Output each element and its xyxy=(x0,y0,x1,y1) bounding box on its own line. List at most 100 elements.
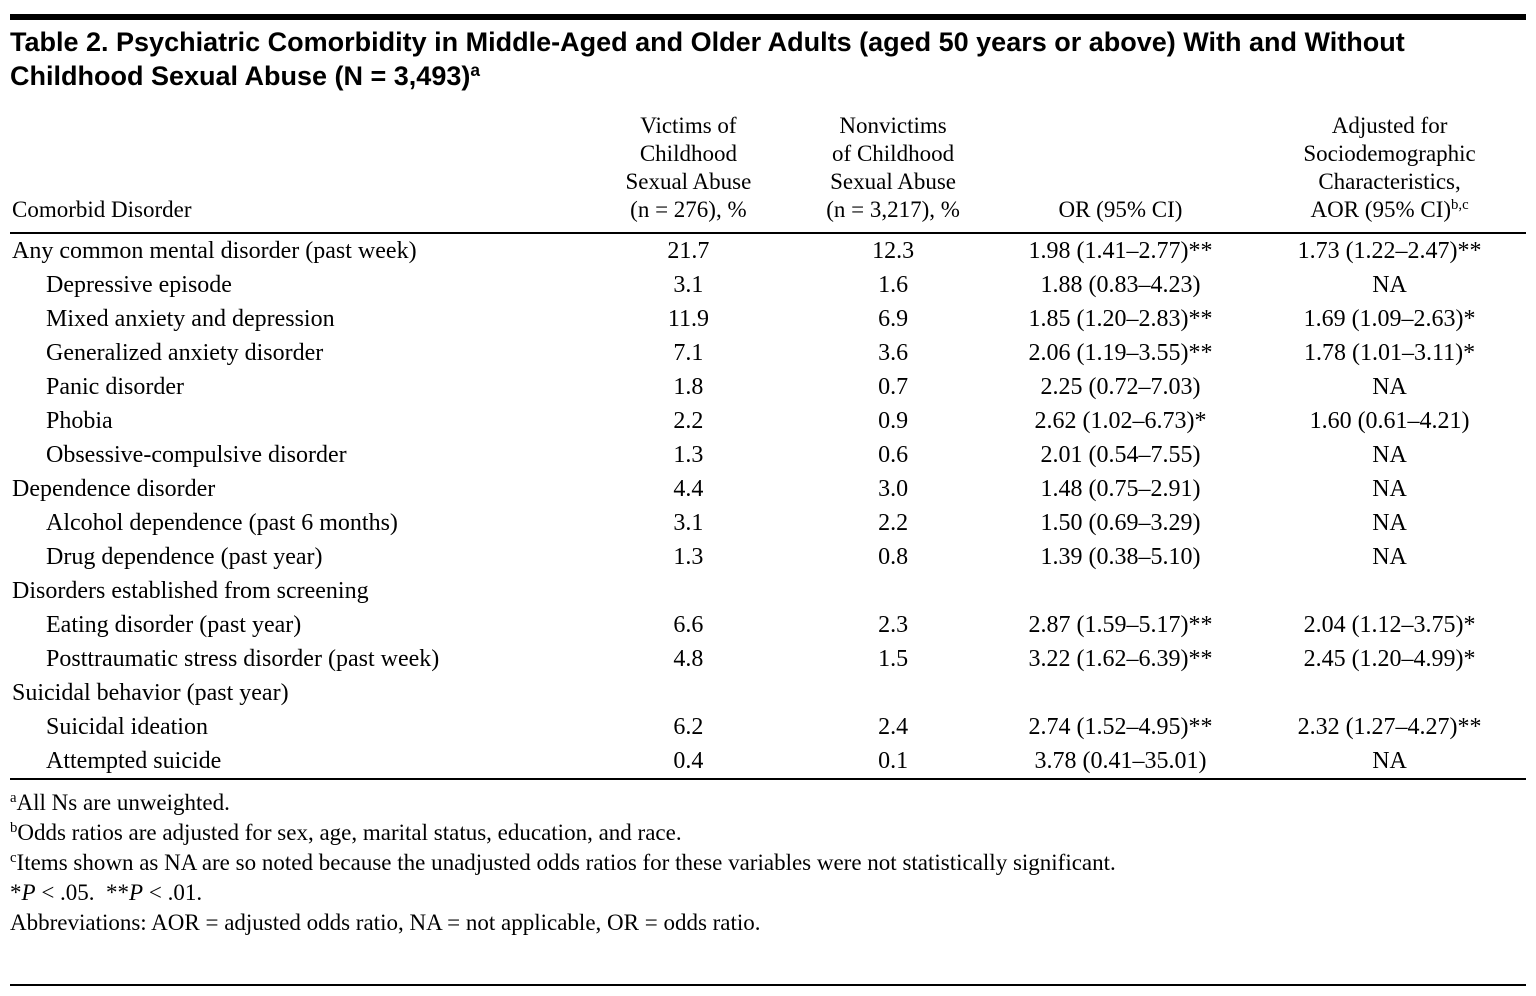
or-value: 2.06 (1.19–3.55)** xyxy=(1028,339,1213,366)
nonvictims-value: 0.6 xyxy=(878,441,909,468)
header-row: Comorbid Disorder Victims of Childhood S… xyxy=(10,105,1526,234)
footnote-superscript: c xyxy=(10,850,17,867)
table-row: Drug dependence (past year) 1.3 0.8 1.39… xyxy=(10,540,1526,574)
or-value xyxy=(988,574,1253,608)
or-value: 2.74 (1.52–4.95)** xyxy=(1028,713,1213,740)
victims-value: 7.1 xyxy=(673,339,704,366)
aor-value: 1.60 (0.61–4.21) xyxy=(1309,407,1470,434)
victims-value: 6.6 xyxy=(673,611,704,638)
table-row: Any common mental disorder (past week) 2… xyxy=(10,233,1526,268)
aor-value: NA xyxy=(1372,475,1407,502)
or-value: 1.50 (0.69–3.29) xyxy=(1040,509,1201,536)
or-value: 1.39 (0.38–5.10) xyxy=(1040,543,1201,570)
aor-value xyxy=(1253,574,1526,608)
or-value xyxy=(988,676,1253,710)
disorder-label: Phobia xyxy=(46,407,113,434)
table-row: Disorders established from screening xyxy=(10,574,1526,608)
nonvictims-value: 0.7 xyxy=(878,373,909,400)
header-comorbid-disorder: Comorbid Disorder xyxy=(10,105,579,234)
table-row: Generalized anxiety disorder 7.1 3.6 2.0… xyxy=(10,336,1526,370)
footnote-superscript: b xyxy=(10,820,18,837)
disorder-label: Suicidal ideation xyxy=(46,713,208,740)
nonvictims-value xyxy=(798,676,988,710)
victims-value: 1.8 xyxy=(673,373,704,400)
nonvictims-value: 3.6 xyxy=(878,339,909,366)
disorder-label: Attempted suicide xyxy=(46,747,222,774)
table-body: Any common mental disorder (past week) 2… xyxy=(10,233,1526,779)
header-nonvictims: Nonvictims of Childhood Sexual Abuse (n … xyxy=(798,105,988,234)
nonvictims-value: 2.4 xyxy=(878,713,909,740)
aor-value: 1.69 (1.09–2.63)* xyxy=(1303,305,1476,332)
table-row: Suicidal ideation 6.2 2.4 2.74 (1.52–4.9… xyxy=(10,710,1526,744)
victims-value xyxy=(579,676,799,710)
or-value: 1.88 (0.83–4.23) xyxy=(1040,271,1201,298)
aor-value xyxy=(1253,676,1526,710)
or-value: 3.22 (1.62–6.39)** xyxy=(1028,645,1213,672)
victims-value: 1.3 xyxy=(673,441,704,468)
disorder-label: Depressive episode xyxy=(46,271,232,298)
nonvictims-value: 2.2 xyxy=(878,509,909,536)
disorder-label: Generalized anxiety disorder xyxy=(46,339,324,366)
footnote-line: cItems shown as NA are so noted because … xyxy=(10,848,1526,878)
table-row: Phobia 2.2 0.9 2.62 (1.02–6.73)* 1.60 (0… xyxy=(10,404,1526,438)
table-row: Dependence disorder 4.4 3.0 1.48 (0.75–2… xyxy=(10,472,1526,506)
nonvictims-value: 3.0 xyxy=(878,475,909,502)
victims-value: 3.1 xyxy=(673,271,704,298)
or-value: 1.85 (1.20–2.83)** xyxy=(1028,305,1213,332)
header-aor-superscript: b,c xyxy=(1451,197,1469,214)
header-aor-text: Adjusted for Sociodemographic Characteri… xyxy=(1303,112,1476,222)
aor-value: 1.73 (1.22–2.47)** xyxy=(1297,237,1482,264)
nonvictims-value: 0.1 xyxy=(878,747,909,774)
disorder-label: Dependence disorder xyxy=(12,475,216,502)
footnote-text: Odds ratios are adjusted for sex, age, m… xyxy=(17,819,682,845)
aor-value: 2.32 (1.27–4.27)** xyxy=(1297,713,1482,740)
or-value: 1.98 (1.41–2.77)** xyxy=(1028,237,1213,264)
aor-value: NA xyxy=(1372,441,1407,468)
nonvictims-value: 1.5 xyxy=(878,645,909,672)
aor-value: 2.45 (1.20–4.99)* xyxy=(1303,645,1476,672)
nonvictims-value: 0.8 xyxy=(878,543,909,570)
nonvictims-value: 12.3 xyxy=(872,237,915,264)
nonvictims-value: 2.3 xyxy=(878,611,909,638)
table-row: Eating disorder (past year) 6.6 2.3 2.87… xyxy=(10,608,1526,642)
table-row: Mixed anxiety and depression 11.9 6.9 1.… xyxy=(10,302,1526,336)
nonvictims-value: 0.9 xyxy=(878,407,909,434)
nonvictims-value xyxy=(798,574,988,608)
disorder-label: Panic disorder xyxy=(46,373,184,400)
table-row: Depressive episode 3.1 1.6 1.88 (0.83–4.… xyxy=(10,268,1526,302)
table-row: Attempted suicide 0.4 0.1 3.78 (0.41–35.… xyxy=(10,744,1526,779)
header-aor: Adjusted for Sociodemographic Characteri… xyxy=(1253,105,1526,234)
victims-value: 3.1 xyxy=(673,509,704,536)
disorder-label: Drug dependence (past year) xyxy=(46,543,323,570)
disorder-label: Obsessive-compulsive disorder xyxy=(46,441,347,468)
table-row: Suicidal behavior (past year) xyxy=(10,676,1526,710)
victims-value: 2.2 xyxy=(673,407,704,434)
footnote-line: aAll Ns are unweighted. xyxy=(10,788,1526,818)
bottom-rule xyxy=(10,984,1526,986)
victims-value: 1.3 xyxy=(673,543,704,570)
nonvictims-value: 6.9 xyxy=(878,305,909,332)
or-value: 2.25 (0.72–7.03) xyxy=(1040,373,1201,400)
comorbidity-table: Comorbid Disorder Victims of Childhood S… xyxy=(10,105,1526,780)
disorder-label: Eating disorder (past year) xyxy=(46,611,302,638)
footnote-text: All Ns are unweighted. xyxy=(16,789,230,815)
disorder-label: Any common mental disorder (past week) xyxy=(12,237,417,264)
victims-value: 4.4 xyxy=(673,475,704,502)
nonvictims-value: 1.6 xyxy=(878,271,909,298)
victims-value xyxy=(579,574,799,608)
aor-value: 2.04 (1.12–3.75)* xyxy=(1303,611,1476,638)
footnote-text: *P < .05. **P < .01. xyxy=(10,879,203,905)
victims-value: 4.8 xyxy=(673,645,704,672)
footnote-superscript: a xyxy=(10,790,17,807)
aor-value: NA xyxy=(1372,271,1407,298)
table-title: Table 2. Psychiatric Comorbidity in Midd… xyxy=(10,20,1526,106)
footnote-line: *P < .05. **P < .01. xyxy=(10,878,1526,908)
table-row: Obsessive-compulsive disorder 1.3 0.6 2.… xyxy=(10,438,1526,472)
header-or: OR (95% CI) xyxy=(987,105,1254,234)
aor-value: 1.78 (1.01–3.11)* xyxy=(1304,339,1476,366)
or-value: 2.01 (0.54–7.55) xyxy=(1040,441,1201,468)
top-rule xyxy=(10,14,1526,20)
footnote-line: bOdds ratios are adjusted for sex, age, … xyxy=(10,818,1526,848)
table-title-text: Table 2. Psychiatric Comorbidity in Midd… xyxy=(10,27,1405,91)
